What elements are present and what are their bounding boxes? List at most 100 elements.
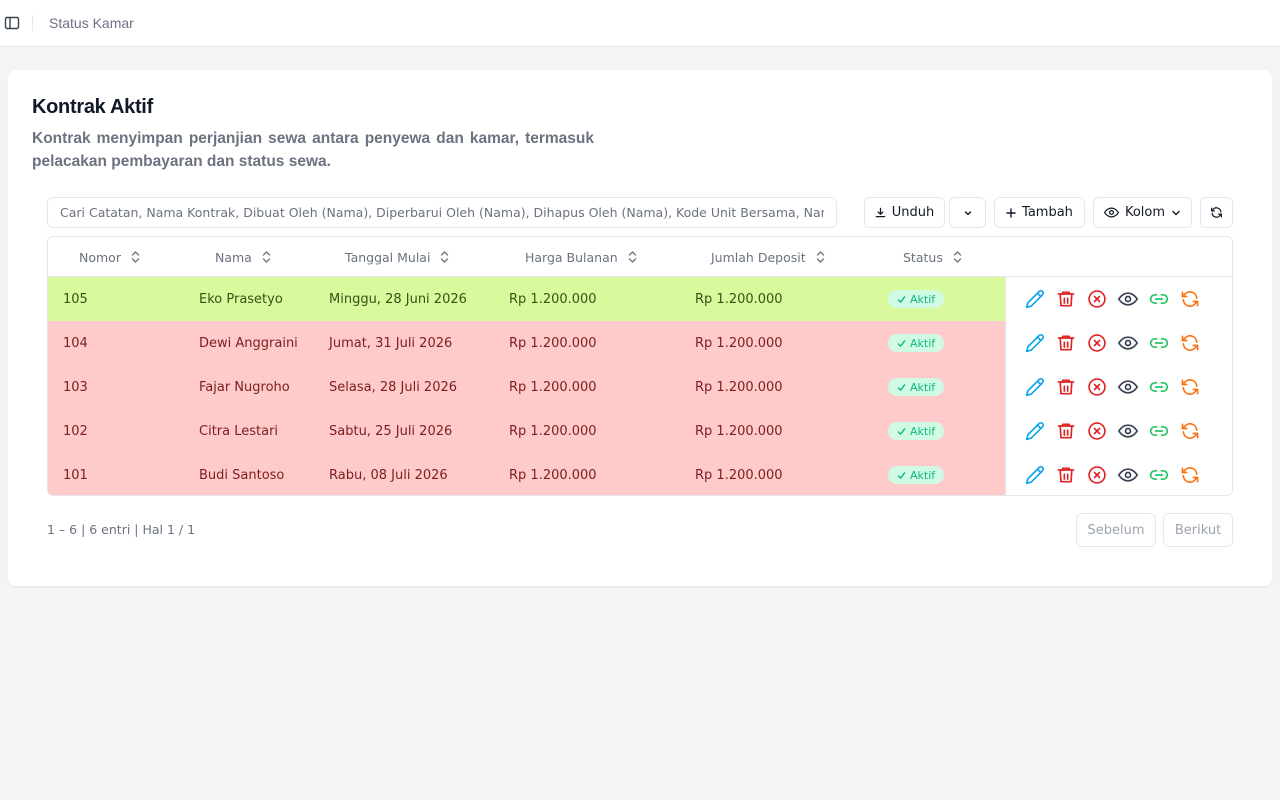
status-text: Aktif	[910, 424, 936, 438]
cancel-contract-button[interactable]	[1087, 289, 1107, 309]
cell-tanggal-mulai: Sabtu, 25 Juli 2026	[329, 423, 453, 439]
cell-jumlah-deposit: Rp 1.200.000	[695, 291, 783, 307]
cell-nama: Citra Lestari	[199, 423, 279, 439]
download-label: Unduh	[891, 205, 935, 220]
sidebar-toggle-icon[interactable]	[2, 13, 22, 33]
edit-button[interactable]	[1025, 333, 1045, 353]
add-button[interactable]: Tambah	[994, 197, 1085, 228]
cell-status: Aktif	[888, 277, 945, 321]
download-options-button[interactable]	[949, 197, 986, 228]
column-header-status[interactable]: Status	[903, 237, 962, 277]
row-data: 105 Eko Prasetyo Minggu, 28 Juni 2026 Rp 1.…	[48, 277, 1005, 321]
link-button[interactable]	[1149, 421, 1169, 441]
delete-button[interactable]	[1056, 289, 1076, 309]
status-text: Aktif	[910, 380, 936, 394]
table-header: Nomor Nama Tanggal Mulai Harga Bulanan Jumla…	[48, 237, 1232, 277]
link-button[interactable]	[1149, 289, 1169, 309]
cell-tanggal-mulai: Minggu, 28 Juni 2026	[329, 291, 467, 307]
link-button[interactable]	[1149, 377, 1169, 397]
refresh-icon	[1211, 207, 1222, 218]
status-text: Aktif	[910, 336, 936, 350]
cell-harga-bulanan: Rp 1.200.000	[509, 379, 597, 395]
cancel-contract-button[interactable]	[1087, 465, 1107, 485]
row-data: 101 Budi Santoso Rabu, 08 Juli 2026 Rp 1.20…	[48, 453, 1005, 495]
status-badge: Aktif	[888, 290, 945, 308]
columns-button[interactable]: Kolom	[1093, 197, 1192, 228]
link-button[interactable]	[1149, 333, 1169, 353]
search-input[interactable]	[47, 197, 837, 228]
cell-nama: Eko Prasetyo	[199, 291, 283, 307]
topbar-divider	[32, 15, 33, 31]
row-actions	[1005, 453, 1232, 495]
column-header-label: Jumlah Deposit	[711, 249, 806, 265]
download-icon	[875, 207, 886, 218]
renew-button[interactable]	[1180, 465, 1200, 485]
cell-harga-bulanan: Rp 1.200.000	[509, 335, 597, 351]
cell-status: Aktif	[888, 453, 945, 495]
column-header-nomor[interactable]: Nomor	[79, 237, 140, 277]
cancel-contract-button[interactable]	[1087, 333, 1107, 353]
next-page-button[interactable]: Berikut	[1163, 513, 1233, 547]
cell-jumlah-deposit: Rp 1.200.000	[695, 467, 783, 483]
pagination-info: 1 – 6 | 6 entri | Hal 1 / 1	[47, 522, 196, 537]
renew-button[interactable]	[1180, 377, 1200, 397]
cell-harga-bulanan: Rp 1.200.000	[509, 423, 597, 439]
table-row[interactable]: 103 Fajar Nugroho Selasa, 28 Juli 2026 Rp 1…	[48, 365, 1232, 409]
table-row[interactable]: 101 Budi Santoso Rabu, 08 Juli 2026 Rp 1.20…	[48, 453, 1232, 495]
cell-nomor: 102	[63, 423, 88, 439]
view-button[interactable]	[1118, 289, 1138, 309]
column-header-jumlah-deposit[interactable]: Jumlah Deposit	[711, 237, 825, 277]
edit-button[interactable]	[1025, 289, 1045, 309]
cell-nomor: 103	[63, 379, 88, 395]
column-header-nama[interactable]: Nama	[215, 237, 271, 277]
column-header-label: Nama	[215, 249, 252, 265]
add-label: Tambah	[1022, 205, 1073, 220]
view-button[interactable]	[1118, 333, 1138, 353]
renew-button[interactable]	[1180, 289, 1200, 309]
cell-nama: Budi Santoso	[199, 467, 285, 483]
download-button[interactable]: Unduh	[864, 197, 945, 228]
cell-nama: Dewi Anggraini	[199, 335, 298, 351]
cell-status: Aktif	[888, 365, 945, 409]
column-header-harga-bulanan[interactable]: Harga Bulanan	[525, 237, 637, 277]
cell-nama: Fajar Nugroho	[199, 379, 290, 395]
view-button[interactable]	[1118, 377, 1138, 397]
edit-button[interactable]	[1025, 377, 1045, 397]
sort-icon	[816, 251, 824, 263]
cancel-contract-button[interactable]	[1087, 421, 1107, 441]
table-row[interactable]: 105 Eko Prasetyo Minggu, 28 Juni 2026 Rp 1.…	[48, 277, 1232, 321]
status-badge: Aktif	[888, 378, 945, 396]
edit-button[interactable]	[1025, 465, 1045, 485]
renew-button[interactable]	[1180, 421, 1200, 441]
sort-icon	[628, 251, 636, 263]
link-button[interactable]	[1149, 465, 1169, 485]
column-header-tanggal-mulai[interactable]: Tanggal Mulai	[345, 237, 449, 277]
table-row[interactable]: 104 Dewi Anggraini Jumat, 31 Juli 2026 Rp 1…	[48, 321, 1232, 365]
edit-button[interactable]	[1025, 421, 1045, 441]
chevron-down-icon	[964, 210, 971, 215]
chevron-down-icon	[1172, 210, 1180, 215]
delete-button[interactable]	[1056, 377, 1076, 397]
refresh-button[interactable]	[1200, 197, 1233, 228]
row-data: 103 Fajar Nugroho Selasa, 28 Juli 2026 Rp 1…	[48, 365, 1005, 409]
check-icon	[897, 383, 906, 391]
view-button[interactable]	[1118, 465, 1138, 485]
column-header-label: Nomor	[79, 249, 121, 265]
delete-button[interactable]	[1056, 465, 1076, 485]
plus-icon	[1006, 207, 1016, 218]
prev-page-button[interactable]: Sebelum	[1076, 513, 1156, 547]
check-icon	[897, 427, 906, 435]
delete-button[interactable]	[1056, 421, 1076, 441]
columns-label: Kolom	[1124, 205, 1166, 220]
cell-nomor: 104	[63, 335, 88, 351]
renew-button[interactable]	[1180, 333, 1200, 353]
status-text: Aktif	[910, 468, 936, 482]
page-description: Kontrak menyimpan perjanjian sewa antara…	[32, 130, 594, 170]
table-row[interactable]: 102 Citra Lestari Sabtu, 25 Juli 2026 Rp 1.…	[48, 409, 1232, 453]
breadcrumb[interactable]: Status Kamar	[49, 15, 134, 31]
cell-jumlah-deposit: Rp 1.200.000	[695, 423, 783, 439]
cell-nomor: 105	[63, 291, 88, 307]
delete-button[interactable]	[1056, 333, 1076, 353]
view-button[interactable]	[1118, 421, 1138, 441]
cancel-contract-button[interactable]	[1087, 377, 1107, 397]
